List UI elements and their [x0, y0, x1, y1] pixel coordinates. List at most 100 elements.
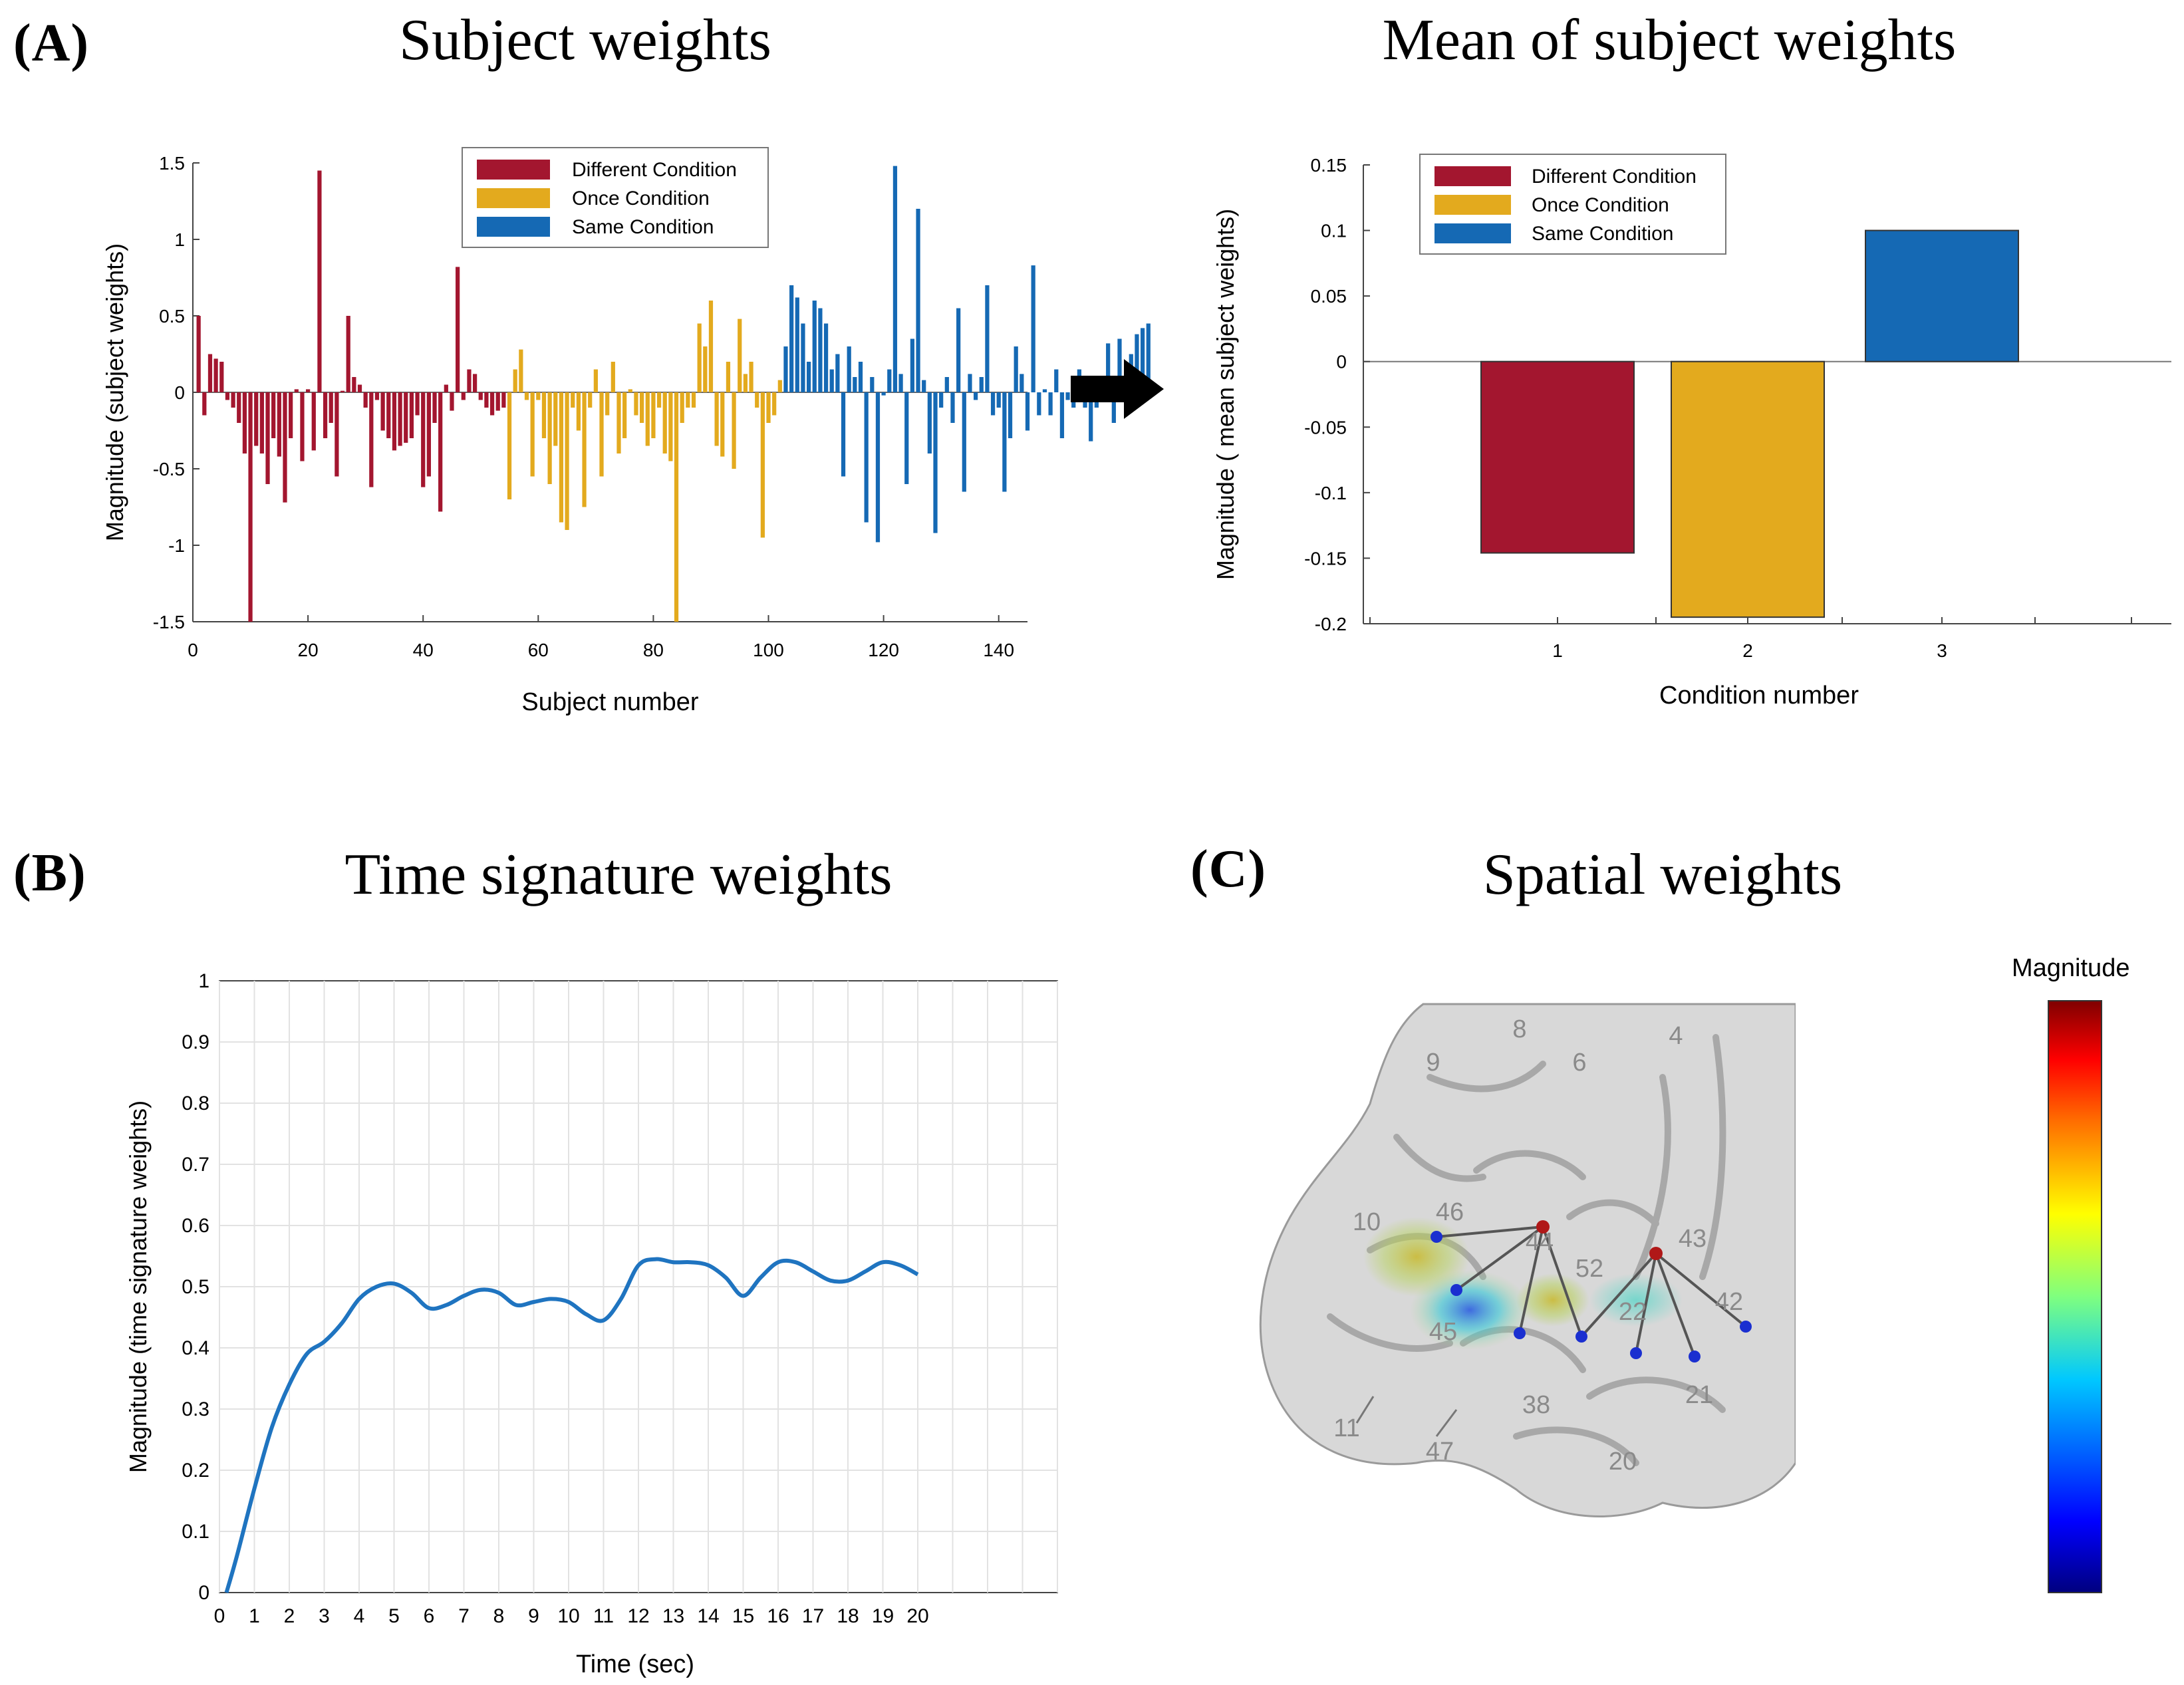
- y-tick-label: -1: [168, 535, 185, 556]
- bar-different: [231, 392, 235, 408]
- bar-different: [450, 392, 454, 411]
- bar-once: [616, 392, 621, 454]
- bar-once: [708, 301, 714, 392]
- bar-once: [645, 392, 650, 446]
- bar-same: [950, 392, 955, 423]
- panel-b-label: (B): [13, 844, 86, 902]
- legend-swatch-once: [477, 188, 550, 208]
- bar-same: [910, 338, 915, 392]
- bar-different: [329, 392, 333, 423]
- bar-once: [738, 319, 742, 392]
- bar-different: [311, 392, 316, 451]
- bar-different: [323, 392, 328, 438]
- bar-same: [1020, 374, 1024, 392]
- bar-different: [289, 392, 293, 438]
- bar-same: [1059, 392, 1065, 438]
- bar-different: [242, 392, 247, 454]
- bar-once: [605, 392, 610, 416]
- bar-same: [795, 297, 799, 392]
- bar-same: [1146, 323, 1151, 392]
- bar-same: [1031, 265, 1035, 392]
- bar-different: [202, 392, 207, 416]
- bar-different: [294, 389, 299, 392]
- bar-same: [1065, 392, 1070, 400]
- bar-same: [1002, 392, 1007, 492]
- bar-once: [588, 392, 593, 408]
- bar-different: [340, 390, 345, 392]
- bar-same: [835, 354, 840, 392]
- bar-same: [1106, 343, 1111, 392]
- bar-once: [749, 362, 753, 392]
- bar-different: [277, 392, 281, 457]
- legend-label: Same Condition: [572, 216, 714, 238]
- brain-spatial-map: 9 8 6 4 10 46 44 43 52 42 45 22 11 47 38 21 20: [1259, 1003, 1796, 1517]
- bar-different: [392, 392, 397, 451]
- brodmann-area-label: 47: [1426, 1438, 1454, 1466]
- bar-different: [501, 392, 506, 408]
- bar-different: [472, 374, 478, 392]
- bar-different: [335, 392, 339, 477]
- bar-different: [461, 392, 466, 400]
- bar-different: [478, 392, 483, 400]
- brodmann-area-label: 52: [1575, 1255, 1603, 1283]
- bar-once: [611, 362, 615, 392]
- bar-same: [1089, 392, 1093, 442]
- bar-once: [680, 392, 684, 423]
- bar-different: [438, 392, 443, 512]
- y-tick-label: 0: [174, 382, 185, 403]
- bar-same: [858, 362, 863, 392]
- brodmann-area-label: 43: [1679, 1225, 1706, 1253]
- bar-once: [772, 392, 777, 416]
- bar-same: [973, 392, 978, 400]
- bar-same: [962, 392, 966, 492]
- brodmann-area-label: 45: [1429, 1318, 1457, 1346]
- bar-different: [409, 392, 414, 438]
- bar-same: [979, 377, 984, 392]
- bar-once: [714, 392, 719, 446]
- bar-once: [674, 392, 679, 622]
- bar-once: [536, 392, 541, 400]
- bar-different: [456, 267, 460, 392]
- bar-once: [691, 392, 696, 408]
- bar-same: [927, 392, 932, 454]
- bar-different: [237, 392, 241, 423]
- brodmann-area-label: 21: [1685, 1381, 1713, 1409]
- bar-different: [380, 392, 385, 431]
- bar-once: [628, 389, 632, 392]
- bar-same: [1054, 369, 1059, 392]
- bar-once: [755, 392, 759, 408]
- bar-once: [662, 392, 667, 454]
- bar-different: [421, 392, 426, 487]
- bar-same: [789, 285, 794, 392]
- y-tick-label: -0.5: [153, 459, 185, 479]
- bar-same: [944, 377, 949, 392]
- panel-a-label: (A): [13, 14, 90, 72]
- bar-different: [484, 392, 489, 408]
- bar-same: [939, 392, 944, 408]
- brodmann-area-label: 44: [1526, 1228, 1554, 1256]
- bar-different: [404, 392, 408, 443]
- x-tick-label: 140: [983, 640, 1014, 660]
- bar-different: [495, 392, 500, 411]
- spatial-weights-title: Spatial weights: [1482, 842, 1843, 907]
- bar-once: [599, 392, 604, 477]
- bar-different: [259, 392, 264, 454]
- brodmann-area-label: 46: [1436, 1198, 1464, 1226]
- bar-once: [720, 392, 725, 457]
- brodmann-area-label: 11: [1333, 1414, 1359, 1442]
- panel-c-label: (C): [1190, 840, 1267, 898]
- bar-once: [530, 392, 535, 477]
- bar-once: [541, 392, 547, 438]
- brodmann-area-label: 20: [1609, 1448, 1637, 1476]
- legend-label: Once Condition: [572, 188, 710, 209]
- bar-different: [357, 384, 362, 392]
- bar-same: [818, 308, 823, 392]
- legend-swatch-same: [477, 217, 550, 237]
- brodmann-area-label: 6: [1572, 1049, 1586, 1077]
- bar-once: [507, 392, 512, 499]
- right-arrow-icon: [1071, 359, 1164, 419]
- x-tick-label: 120: [868, 640, 899, 660]
- bar-same: [1140, 328, 1145, 392]
- bar-once: [634, 392, 638, 416]
- bar-different: [444, 384, 448, 392]
